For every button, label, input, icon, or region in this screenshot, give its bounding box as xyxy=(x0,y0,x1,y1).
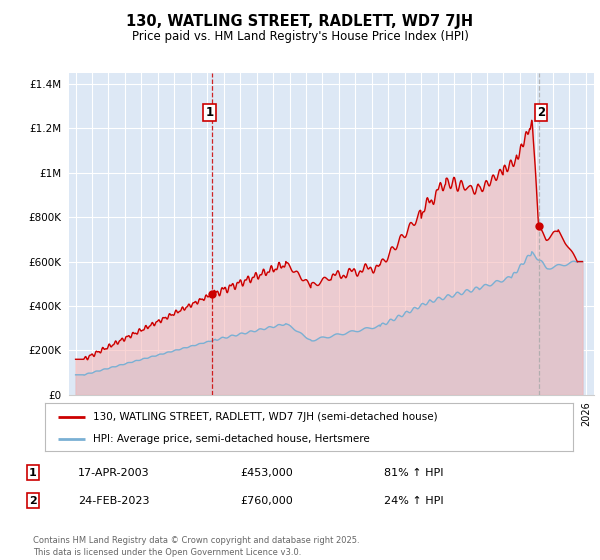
Text: 1: 1 xyxy=(205,106,214,119)
Text: 130, WATLING STREET, RADLETT, WD7 7JH (semi-detached house): 130, WATLING STREET, RADLETT, WD7 7JH (s… xyxy=(92,412,437,422)
Text: 24% ↑ HPI: 24% ↑ HPI xyxy=(384,496,443,506)
Text: 81% ↑ HPI: 81% ↑ HPI xyxy=(384,468,443,478)
Text: Price paid vs. HM Land Registry's House Price Index (HPI): Price paid vs. HM Land Registry's House … xyxy=(131,30,469,43)
Text: £760,000: £760,000 xyxy=(240,496,293,506)
Text: 2: 2 xyxy=(29,496,37,506)
Text: £453,000: £453,000 xyxy=(240,468,293,478)
Text: 2: 2 xyxy=(537,106,545,119)
Text: 130, WATLING STREET, RADLETT, WD7 7JH: 130, WATLING STREET, RADLETT, WD7 7JH xyxy=(127,14,473,29)
Text: 17-APR-2003: 17-APR-2003 xyxy=(78,468,149,478)
Text: 24-FEB-2023: 24-FEB-2023 xyxy=(78,496,149,506)
Text: HPI: Average price, semi-detached house, Hertsmere: HPI: Average price, semi-detached house,… xyxy=(92,434,369,444)
Text: Contains HM Land Registry data © Crown copyright and database right 2025.
This d: Contains HM Land Registry data © Crown c… xyxy=(33,536,359,557)
Text: 1: 1 xyxy=(29,468,37,478)
